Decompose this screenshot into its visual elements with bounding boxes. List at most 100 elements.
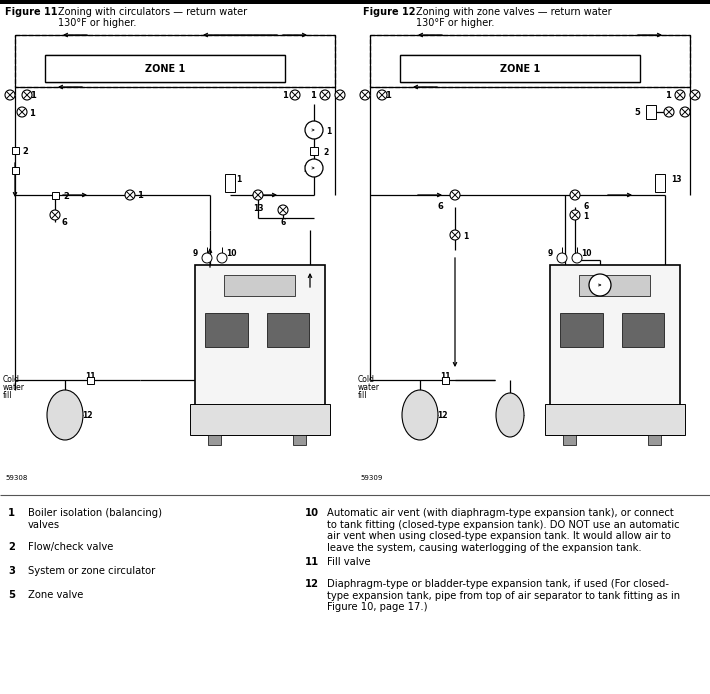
Bar xyxy=(370,35,690,87)
Bar xyxy=(205,312,248,346)
Text: Diaphragm-type or bladder-type expansion tank, if used (For closed-
type expansi: Diaphragm-type or bladder-type expansion… xyxy=(327,579,680,612)
Text: Fill valve: Fill valve xyxy=(327,557,371,567)
Circle shape xyxy=(664,107,674,117)
Circle shape xyxy=(305,159,323,177)
Text: Alternate
circulator
location: Alternate circulator location xyxy=(613,278,643,294)
Text: Figure 11: Figure 11 xyxy=(5,7,58,17)
Circle shape xyxy=(320,90,330,100)
Circle shape xyxy=(589,274,611,296)
Circle shape xyxy=(50,210,60,220)
Text: 1: 1 xyxy=(282,91,288,100)
Circle shape xyxy=(675,90,685,100)
Text: 12: 12 xyxy=(305,579,319,589)
Circle shape xyxy=(570,210,580,220)
Circle shape xyxy=(450,190,460,200)
Bar xyxy=(224,276,295,296)
Bar xyxy=(45,55,285,82)
Text: 2: 2 xyxy=(22,147,28,156)
Circle shape xyxy=(290,90,300,100)
Text: 3: 3 xyxy=(8,566,15,576)
Text: 3: 3 xyxy=(585,278,590,287)
Text: 13: 13 xyxy=(253,204,263,213)
Text: 1: 1 xyxy=(665,91,671,100)
Text: 6: 6 xyxy=(583,202,589,211)
Bar xyxy=(225,174,235,192)
Circle shape xyxy=(202,253,212,263)
Text: 9: 9 xyxy=(547,249,553,258)
Circle shape xyxy=(360,90,370,100)
Circle shape xyxy=(305,121,323,139)
Text: Cold: Cold xyxy=(3,375,20,384)
Bar xyxy=(208,435,221,445)
Circle shape xyxy=(570,190,580,200)
Text: 5: 5 xyxy=(634,108,640,117)
Text: 59308: 59308 xyxy=(5,475,28,481)
Text: Zoning with zone valves — return water: Zoning with zone valves — return water xyxy=(416,7,611,17)
Text: Boiler isolation (balancing)
valves: Boiler isolation (balancing) valves xyxy=(28,508,162,530)
Bar xyxy=(442,377,449,384)
Text: Zone valve: Zone valve xyxy=(28,590,83,600)
Text: 1: 1 xyxy=(137,191,143,200)
Text: Zoning with circulators — return water: Zoning with circulators — return water xyxy=(58,7,247,17)
Circle shape xyxy=(278,205,288,215)
Text: ZONE 2: ZONE 2 xyxy=(155,56,195,66)
Text: System or zone circulator: System or zone circulator xyxy=(28,566,155,576)
Text: 1: 1 xyxy=(310,91,316,100)
Bar xyxy=(621,312,665,346)
Text: 2: 2 xyxy=(8,542,15,552)
Circle shape xyxy=(572,253,582,263)
Bar xyxy=(52,192,58,198)
Bar xyxy=(545,405,685,435)
Text: 3: 3 xyxy=(304,165,310,174)
Circle shape xyxy=(253,190,263,200)
Circle shape xyxy=(377,90,387,100)
Ellipse shape xyxy=(496,393,524,437)
Bar xyxy=(310,147,318,155)
Text: 1: 1 xyxy=(385,91,391,100)
Circle shape xyxy=(17,107,27,117)
Text: ZONE 1: ZONE 1 xyxy=(145,63,185,74)
Bar xyxy=(190,405,330,435)
Text: ZONE 2: ZONE 2 xyxy=(510,56,550,66)
Circle shape xyxy=(690,90,700,100)
Circle shape xyxy=(125,190,135,200)
Text: Figure 12: Figure 12 xyxy=(363,7,415,17)
Text: 12: 12 xyxy=(437,410,447,419)
Text: 130°F or higher.: 130°F or higher. xyxy=(58,18,136,28)
Text: 13: 13 xyxy=(671,175,682,184)
Text: 1: 1 xyxy=(8,508,15,518)
Bar xyxy=(11,146,18,153)
Bar xyxy=(15,35,335,87)
Text: 11: 11 xyxy=(305,557,320,567)
Bar xyxy=(0,0,710,4)
Text: 10: 10 xyxy=(581,249,591,258)
Circle shape xyxy=(22,90,32,100)
Text: 5: 5 xyxy=(8,590,15,600)
Text: 130°F or higher.: 130°F or higher. xyxy=(416,18,494,28)
Circle shape xyxy=(5,90,15,100)
Text: fill: fill xyxy=(358,391,368,400)
Bar xyxy=(648,435,660,445)
Bar xyxy=(550,265,680,435)
Text: water: water xyxy=(3,383,25,392)
Text: 1: 1 xyxy=(326,127,332,136)
Text: 9: 9 xyxy=(192,249,198,258)
Text: 1: 1 xyxy=(29,109,35,118)
Bar xyxy=(563,435,576,445)
Text: 1: 1 xyxy=(30,91,36,100)
Text: fill: fill xyxy=(3,391,13,400)
Bar xyxy=(560,312,604,346)
Text: water: water xyxy=(358,383,380,392)
Bar xyxy=(266,312,310,346)
Text: 1: 1 xyxy=(236,175,241,184)
Bar xyxy=(11,167,18,174)
Ellipse shape xyxy=(402,390,438,440)
Circle shape xyxy=(217,253,227,263)
Text: 1: 1 xyxy=(463,232,469,241)
Circle shape xyxy=(450,230,460,240)
Circle shape xyxy=(557,253,567,263)
Text: 6: 6 xyxy=(437,202,443,211)
Bar xyxy=(646,105,656,119)
Bar xyxy=(87,377,94,384)
Circle shape xyxy=(680,107,690,117)
